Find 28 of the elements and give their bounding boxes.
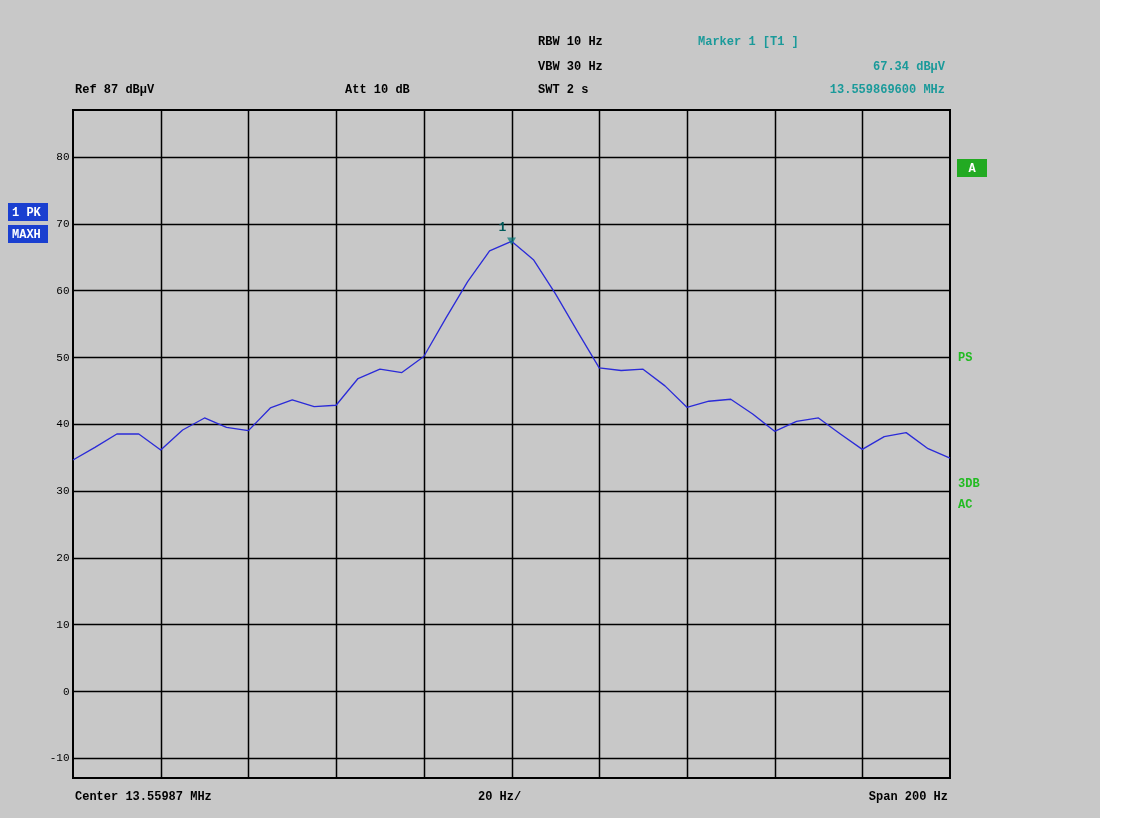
y-tick-label: 10 xyxy=(56,618,70,631)
text: 3DB xyxy=(958,477,980,491)
text: SWT 2 s xyxy=(538,83,589,97)
text: Span 200 Hz xyxy=(868,790,948,804)
y-tick-label: -10 xyxy=(49,752,70,765)
y-tick-label: 30 xyxy=(56,485,70,498)
text: PS xyxy=(958,351,973,365)
text: Ref 87 dBµV xyxy=(75,83,156,97)
y-tick-label: 70 xyxy=(56,218,70,231)
text: 13.559869600 MHz xyxy=(829,83,945,97)
y-tick-label: 40 xyxy=(56,418,70,431)
y-tick-label: 20 xyxy=(56,552,70,565)
text: AC xyxy=(958,498,973,512)
text: MAXH xyxy=(12,228,41,242)
text: Marker 1 [T1 ] xyxy=(698,35,799,49)
y-tick-label: 50 xyxy=(56,351,70,364)
text: A xyxy=(968,162,977,176)
y-tick-label: 60 xyxy=(56,284,70,297)
text: 67.34 dBµV xyxy=(872,60,946,74)
text: VBW 30 Hz xyxy=(538,60,603,74)
y-tick-label: 80 xyxy=(56,151,70,164)
text: Att 10 dB xyxy=(345,83,410,97)
y-tick-label: 0 xyxy=(62,685,70,698)
annotation: 1 xyxy=(498,220,507,236)
text: 20 Hz/ xyxy=(478,790,522,804)
text: RBW 10 Hz xyxy=(538,35,603,49)
text: 1 PK xyxy=(12,206,42,220)
text: Center 13.55987 MHz xyxy=(75,790,212,804)
